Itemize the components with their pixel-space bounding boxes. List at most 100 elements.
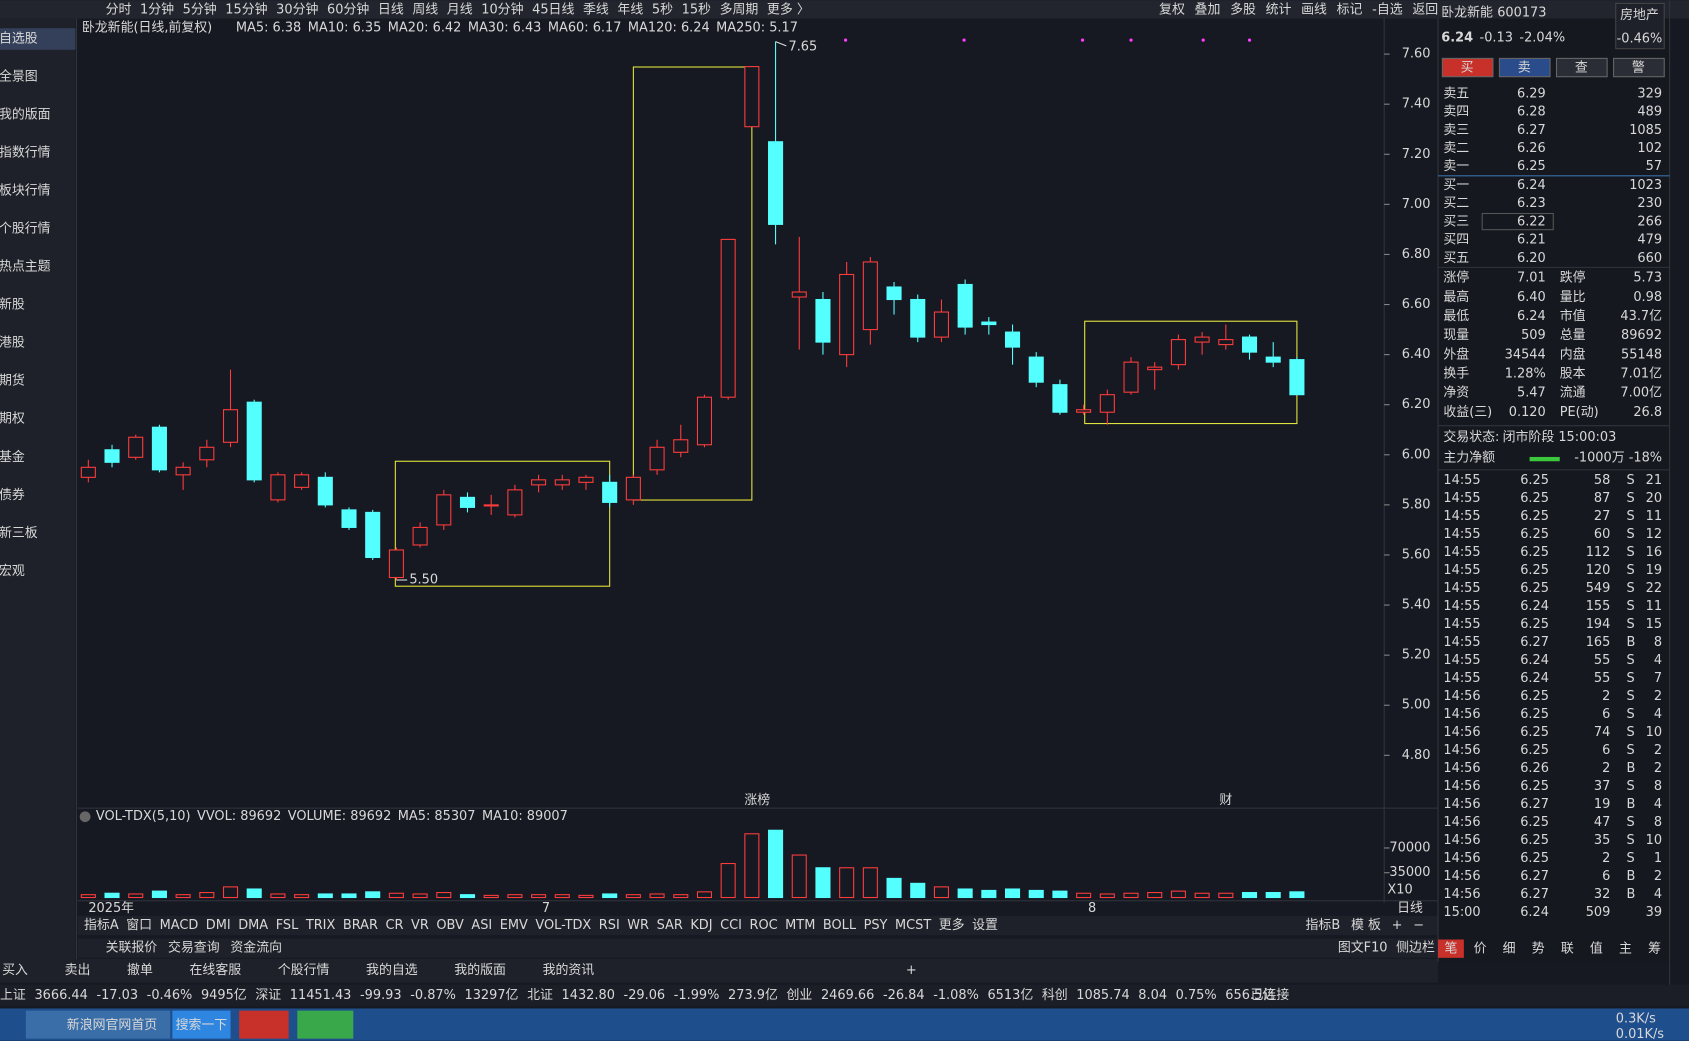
indicator-tab[interactable]: 更多 (939, 918, 965, 933)
period-tab[interactable]: 日线 (378, 2, 404, 17)
sub-tab[interactable]: 侧边栏 (1396, 941, 1435, 956)
indicator-tab[interactable]: MCST (895, 918, 931, 933)
period-tab[interactable]: 月线 (447, 2, 473, 17)
period-tab[interactable]: 1分钟 (140, 1, 174, 17)
indicator-tab[interactable]: MTM (785, 918, 815, 933)
period-tab[interactable]: 周线 (412, 2, 438, 17)
task-tab-label[interactable]: 新浪网官网首页 (67, 1017, 157, 1033)
nav-item[interactable]: 新三板 (0, 525, 38, 541)
sub-tab[interactable]: 关联报价 (106, 941, 158, 956)
indicator-tab[interactable]: OBV (436, 918, 464, 933)
period-tab[interactable]: 15秒 (682, 2, 711, 17)
tool-button[interactable]: -自选 (1372, 2, 1403, 17)
sub-tab[interactable]: 资金流向 (230, 940, 282, 956)
sub-tab[interactable]: 交易查询 (168, 940, 220, 956)
toolbar-button[interactable]: 撤单 (127, 962, 153, 978)
indicator-tab[interactable]: CCI (720, 918, 742, 933)
trade-button-label[interactable]: 警 (1632, 60, 1645, 76)
panel-tab[interactable]: 笔 (1444, 941, 1457, 957)
nav-item[interactable]: 基金 (0, 449, 25, 465)
nav-item[interactable]: 新股 (0, 297, 25, 313)
indicator-tab[interactable]: PSY (864, 918, 888, 933)
indicator-tab[interactable]: MACD (160, 918, 199, 933)
indicator-tab[interactable]: EMV (500, 918, 528, 933)
period-tab[interactable]: 45日线 (532, 2, 574, 17)
period-tab[interactable]: 更多 〉 (767, 2, 810, 17)
toolbar-button[interactable]: 我的自选 (366, 962, 418, 978)
nav-item[interactable]: 港股 (0, 336, 25, 351)
tool-button[interactable]: 叠加 (1195, 2, 1221, 17)
nav-item[interactable]: 个股行情 (0, 222, 51, 237)
collapse-icon[interactable] (79, 811, 91, 823)
indicator-tab[interactable]: ASI (471, 918, 492, 933)
period-tab[interactable]: 30分钟 (276, 1, 318, 17)
indicator-tab[interactable]: BRAR (343, 918, 378, 933)
indicator-tab[interactable]: 窗口 (126, 917, 152, 933)
panel-tab[interactable]: 值 (1590, 941, 1603, 957)
indicator-tab[interactable]: KDJ (690, 918, 712, 933)
indicator-tab[interactable]: WR (627, 918, 649, 933)
tool-button[interactable]: 统计 (1266, 2, 1292, 17)
period-tab[interactable]: 多周期 (720, 2, 759, 17)
indicator-tab[interactable]: VR (411, 918, 429, 933)
panel-tab[interactable]: 联 (1561, 942, 1574, 957)
indicator-tab[interactable]: 模 板 (1351, 918, 1381, 933)
indicator-tab[interactable]: DMI (206, 918, 231, 933)
indicator-tab[interactable]: DMA (238, 918, 268, 933)
toolbar-button[interactable]: 我的版面 (454, 962, 506, 978)
tool-button[interactable]: 复权 (1159, 1, 1185, 17)
indicator-tab[interactable]: FSL (276, 918, 299, 933)
task-tab[interactable] (172, 1010, 231, 1039)
indicator-tab[interactable]: TRIX (305, 918, 336, 933)
indicator-tab[interactable]: VOL-TDX (535, 918, 591, 933)
nav-item[interactable]: 债券 (0, 487, 25, 503)
task-tab-label[interactable]: 搜索一下 (176, 1018, 228, 1033)
period-tab[interactable]: 5秒 (652, 2, 673, 17)
task-icon[interactable] (297, 1010, 354, 1039)
panel-tab[interactable]: 势 (1532, 941, 1545, 957)
period-tab[interactable]: 10分钟 (481, 1, 523, 17)
tool-button[interactable]: 画线 (1301, 2, 1327, 17)
period-tab[interactable]: 5分钟 (183, 1, 217, 17)
tool-button[interactable]: 多股 (1230, 2, 1256, 17)
nav-item[interactable]: 期权 (0, 411, 25, 427)
toolbar-button[interactable]: 在线客服 (190, 962, 242, 978)
task-tab[interactable] (25, 1010, 171, 1039)
indicator-tab[interactable]: 设置 (972, 918, 998, 933)
period-tab[interactable]: 60分钟 (327, 1, 369, 17)
toolbar-button[interactable]: 我的资讯 (543, 962, 595, 978)
period-tab[interactable]: 季线 (583, 2, 609, 17)
task-icon[interactable] (239, 1010, 289, 1039)
panel-tab-active[interactable] (1438, 939, 1464, 958)
panel-tab[interactable]: 主 (1619, 942, 1632, 957)
indicator-tab[interactable]: BOLL (823, 918, 857, 933)
nav-item[interactable]: 热点主题 (0, 260, 51, 275)
toolbar-button[interactable]: 个股行情 (278, 963, 330, 978)
nav-item[interactable]: 我的版面 (0, 107, 51, 123)
nav-item[interactable]: 期货 (0, 373, 25, 389)
indicator-tab[interactable]: − (1413, 918, 1424, 933)
indicator-tab[interactable]: 指标B (1306, 918, 1341, 933)
tool-button[interactable]: 标记 (1337, 2, 1363, 17)
sub-tab[interactable]: 图文F10 (1338, 941, 1388, 956)
indicator-tab[interactable]: CR (386, 918, 404, 933)
panel-tab[interactable]: 细 (1503, 942, 1516, 957)
trade-button-label[interactable]: 卖 (1518, 61, 1531, 76)
nav-item[interactable]: 全景图 (0, 69, 38, 85)
indicator-tab[interactable]: RSI (599, 918, 620, 933)
panel-tab[interactable]: 筹 (1648, 941, 1661, 957)
trade-button[interactable] (1441, 57, 1494, 78)
nav-item[interactable]: 宏观 (0, 564, 25, 579)
trade-button[interactable] (1498, 57, 1551, 78)
period-tab[interactable]: 分时 (106, 2, 132, 17)
indicator-tab[interactable]: SAR (657, 918, 683, 933)
panel-tab[interactable]: 价 (1474, 942, 1487, 957)
toolbar-button[interactable]: 买入 (2, 963, 28, 978)
tool-button[interactable]: 返回 (1412, 2, 1438, 17)
period-tab[interactable]: 年线 (617, 2, 643, 17)
toolbar-button[interactable]: 卖出 (65, 963, 91, 978)
nav-item[interactable]: 自选股 (0, 32, 38, 47)
period-tab[interactable]: 15分钟 (225, 1, 267, 17)
nav-item[interactable]: 板块行情 (0, 184, 51, 199)
nav-item[interactable]: 指数行情 (0, 146, 51, 161)
